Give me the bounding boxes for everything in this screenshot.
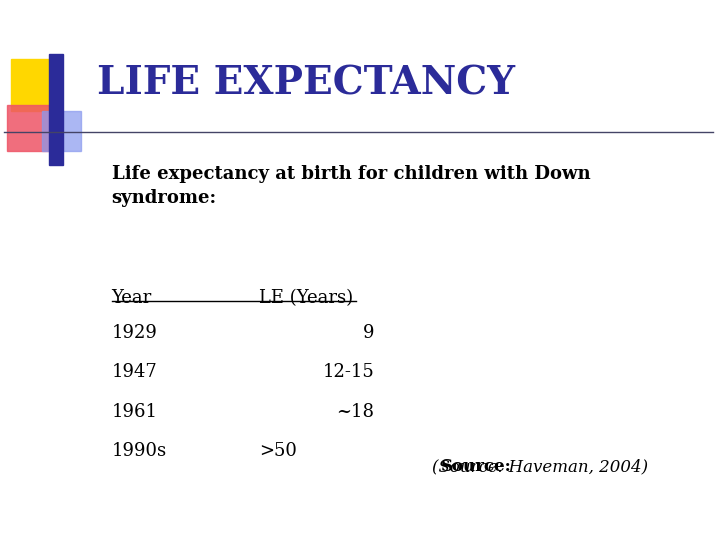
Text: >50: >50 (259, 442, 297, 460)
Text: 12-15: 12-15 (323, 363, 374, 381)
Text: (Source: Haveman, 2004): (Source: Haveman, 2004) (432, 458, 648, 475)
Text: 1929: 1929 (112, 324, 158, 342)
Text: syndrome:: syndrome: (112, 189, 217, 207)
Text: Source:: Source: (441, 458, 512, 475)
Text: ~18: ~18 (336, 403, 374, 421)
Text: LIFE EXPECTANCY: LIFE EXPECTANCY (97, 65, 516, 103)
Text: 1990s: 1990s (112, 442, 167, 460)
Text: LE (Years): LE (Years) (259, 289, 354, 307)
Text: 1961: 1961 (112, 403, 158, 421)
Text: Life expectancy at birth for children with Down: Life expectancy at birth for children wi… (112, 165, 590, 183)
Text: 1947: 1947 (112, 363, 158, 381)
Text: 9: 9 (363, 324, 374, 342)
Text: Year: Year (112, 289, 152, 307)
